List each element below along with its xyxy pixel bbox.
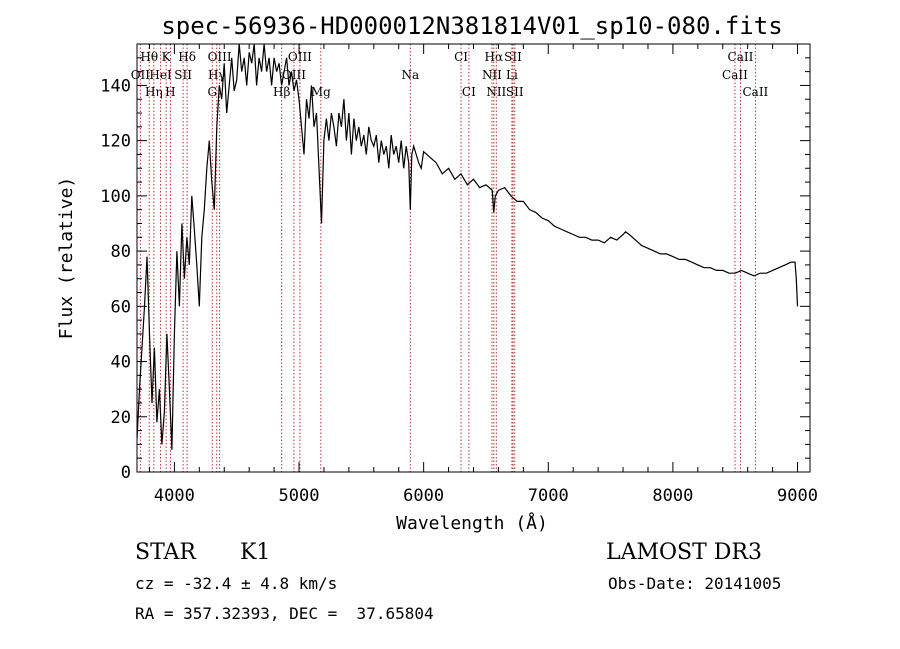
x-tick-label: 4000 <box>154 486 195 506</box>
object-class: STAR <box>135 540 196 565</box>
line-marker-label: NII <box>486 85 506 99</box>
line-marker-label: SII <box>174 68 192 82</box>
line-marker-label: Na <box>401 68 419 82</box>
coordinates: RA = 357.32393, DEC = 37.65804 <box>135 604 434 623</box>
line-marker-label: SII <box>504 50 522 64</box>
line-marker-label: Hθ <box>140 50 158 64</box>
y-tick-label: 0 <box>121 463 131 483</box>
line-marker-label: Hβ <box>273 85 290 99</box>
y-tick-label: 100 <box>100 187 131 207</box>
line-marker-label: G <box>207 85 217 99</box>
line-marker-label: SII <box>506 85 524 99</box>
line-marker-label: Hα <box>485 50 504 64</box>
line-marker-label: K <box>162 50 172 64</box>
x-axis-label: Wavelength (Å) <box>396 512 548 534</box>
x-tick-label: 8000 <box>652 486 693 506</box>
x-axis: 4000 5000 6000 7000 8000 9000 <box>148 44 818 506</box>
y-tick-label: 20 <box>111 408 131 428</box>
x-tick-label: 7000 <box>528 486 569 506</box>
line-marker-label: Hγ <box>208 68 226 82</box>
chart-title: spec-56936-HD000012N381814V01_sp10-080.f… <box>161 12 782 40</box>
y-tick-label: 120 <box>100 132 131 152</box>
plot-frame <box>136 43 811 473</box>
line-marker-label: OIII <box>288 50 312 64</box>
line-marker-label: OII <box>131 68 151 82</box>
line-marker-label: Hη <box>145 85 163 99</box>
line-marker-label: CI <box>462 85 476 99</box>
y-tick-label: 140 <box>100 76 131 96</box>
line-marker-label: Li <box>506 68 518 82</box>
line-marker-label: H <box>165 85 175 99</box>
line-marker-label: HeI <box>149 68 172 82</box>
y-axis-label: Flux (relative) <box>56 177 77 340</box>
x-tick-label: 5000 <box>279 486 320 506</box>
observation-date: Obs-Date: 20141005 <box>608 574 782 593</box>
line-marker-label: NII <box>482 68 502 82</box>
y-tick-label: 60 <box>111 297 131 317</box>
line-marker-label: CaII <box>728 50 754 64</box>
line-marker-label: CaII <box>722 68 748 82</box>
line-marker-label: CI <box>454 50 468 64</box>
x-tick-label: 6000 <box>403 486 444 506</box>
line-marker-label: OIII <box>282 68 306 82</box>
x-tick-label: 9000 <box>777 486 818 506</box>
spectrum-layer <box>137 44 799 450</box>
spectrum-line <box>137 44 799 450</box>
y-tick-label: 80 <box>111 242 131 262</box>
line-marker-label: Mg <box>311 85 331 99</box>
line-marker-label: OIII <box>208 50 232 64</box>
survey-name: LAMOST DR3 <box>606 540 762 565</box>
line-marker-label: Hδ <box>178 50 196 64</box>
redshift-velocity: cz = -32.4 ± 4.8 km/s <box>135 574 338 593</box>
line-marker-label: CaII <box>742 85 768 99</box>
y-axis: 0 20 40 60 80 100 120 140 <box>100 57 810 483</box>
y-tick-label: 40 <box>111 353 131 373</box>
subclass: K1 <box>240 540 271 565</box>
